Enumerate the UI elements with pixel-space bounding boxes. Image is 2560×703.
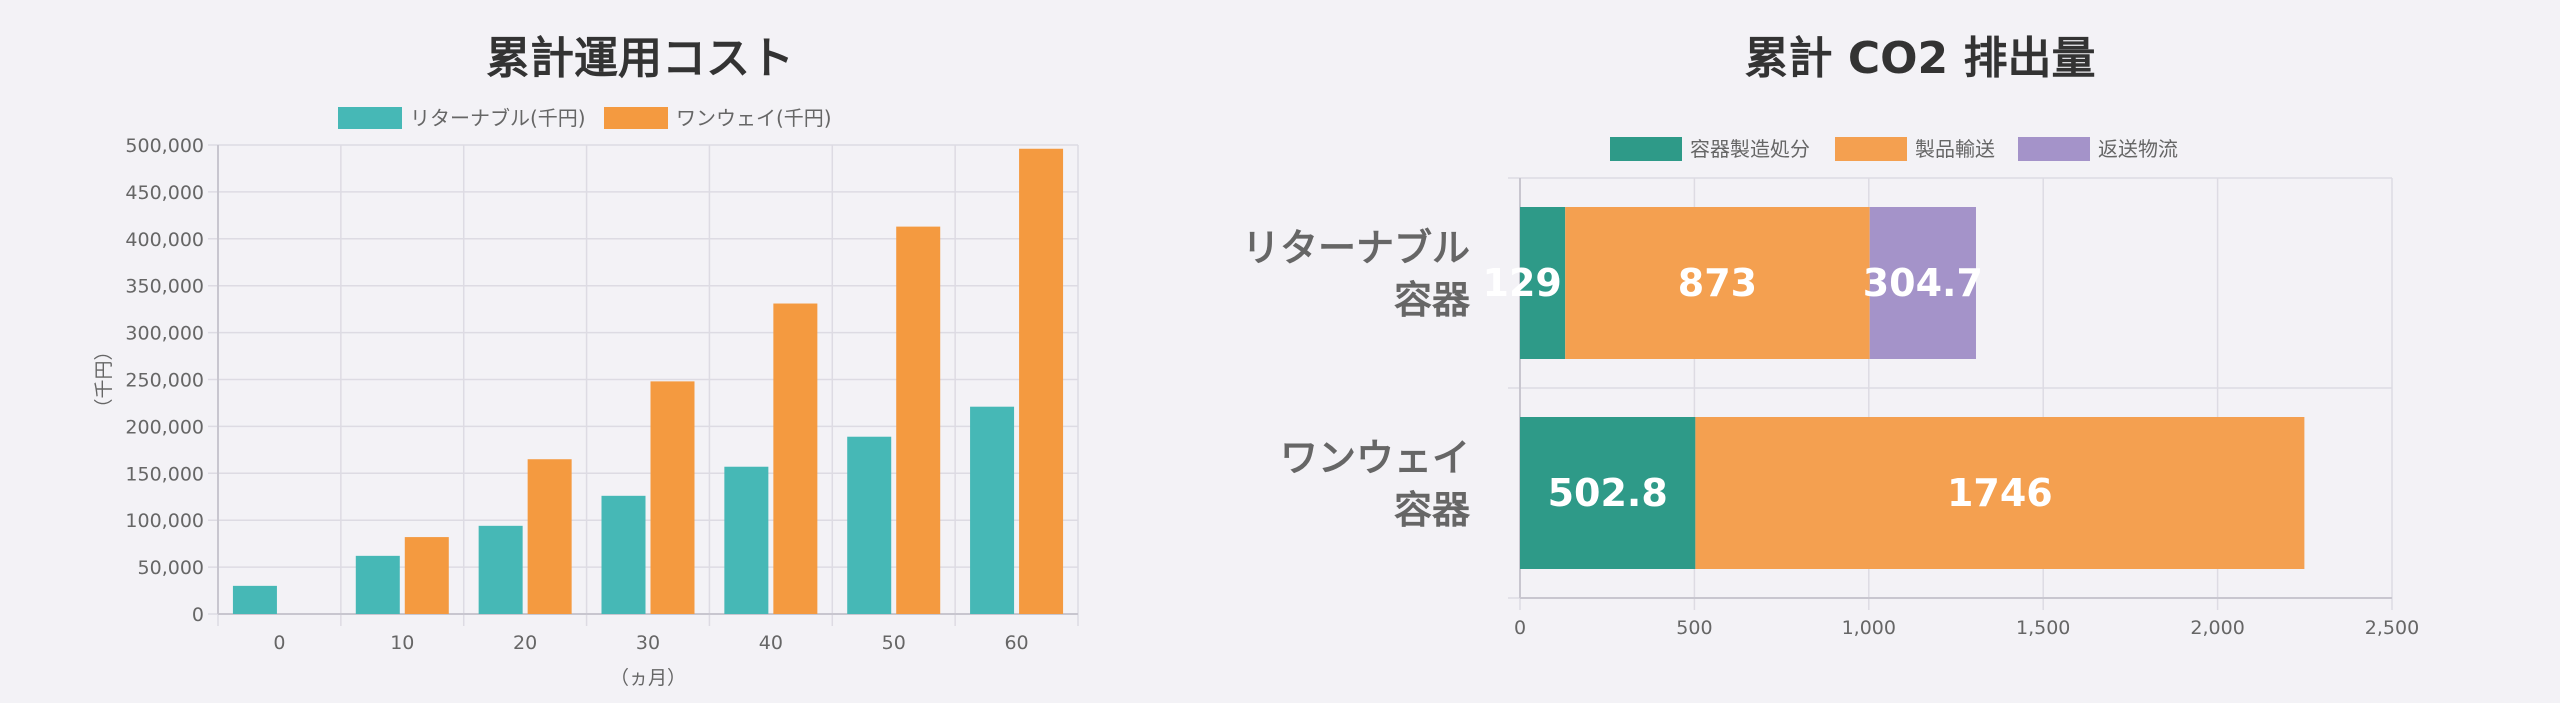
x-tick-label: 0 <box>1514 617 1526 639</box>
y-tick-label: 50,000 <box>138 557 204 579</box>
stacked-bar-segment <box>1565 207 1870 359</box>
bar-oneway <box>404 537 449 614</box>
bar-returnable <box>847 436 892 614</box>
category-label: 容器 <box>1394 488 1471 532</box>
category-label: ワンウェイ <box>1280 436 1470 480</box>
legend-label: リターナブル(千円) <box>410 106 586 130</box>
cost-chart: リターナブル(千円) ワンウェイ(千円) 0 50,000 100,000 150,000… <box>93 106 1079 689</box>
x-tick-label: 500 <box>1676 617 1712 639</box>
bar-returnable <box>478 525 523 614</box>
y-tick-label: 400,000 <box>125 229 204 251</box>
x-tick-label: 2,000 <box>2190 617 2244 639</box>
legend-swatch <box>2018 137 2090 161</box>
x-tick-label: 10 <box>390 632 414 654</box>
x-tick-label: 50 <box>882 632 906 654</box>
bar-returnable <box>724 466 769 614</box>
legend-swatch <box>338 107 402 129</box>
x-tick-label: 60 <box>1004 632 1028 654</box>
category-label: リターナブル <box>1242 226 1470 270</box>
bar-oneway <box>650 381 695 614</box>
cost-chart-title: 累計運用コスト <box>486 33 794 84</box>
x-tick-label: 1,500 <box>2016 617 2070 639</box>
bar-oneway <box>527 459 572 614</box>
x-tick-label: 40 <box>759 632 783 654</box>
data-label: 502.8 <box>1548 471 1668 515</box>
bar-returnable <box>232 585 277 614</box>
bar-oneway <box>896 226 941 614</box>
x-tick-label: 0 <box>273 632 285 654</box>
y-tick-label: 0 <box>192 604 204 626</box>
legend-label: 返送物流 <box>2098 137 2178 161</box>
y-tick-label: 200,000 <box>125 416 204 438</box>
y-tick-label: 250,000 <box>125 370 204 392</box>
bar-returnable <box>970 406 1015 614</box>
x-tick-label: 2,500 <box>2365 617 2419 639</box>
bar-returnable <box>355 555 400 614</box>
data-label: 304.7 <box>1863 261 1983 305</box>
stacked-bar-segment <box>1695 417 2305 569</box>
x-tick-label: 1,000 <box>1842 617 1896 639</box>
data-label: 1746 <box>1947 471 2053 515</box>
stacked-bar-segment <box>1869 207 1976 359</box>
legend-label: 容器製造処分 <box>1690 137 1810 161</box>
bar-returnable <box>601 495 646 614</box>
x-tick-label: 30 <box>636 632 660 654</box>
y-tick-label: 450,000 <box>125 182 204 204</box>
category-label: 容器 <box>1394 278 1471 322</box>
bar-oneway <box>773 303 818 614</box>
x-axis-title: （ヵ月） <box>610 667 686 689</box>
legend-label: 製品輸送 <box>1915 137 1995 161</box>
legend-swatch <box>1835 137 1907 161</box>
y-tick-label: 100,000 <box>125 510 204 532</box>
y-tick-label: 350,000 <box>125 276 204 298</box>
legend-swatch <box>1610 137 1682 161</box>
y-axis-title: （千円） <box>93 341 115 417</box>
bar-oneway <box>1019 148 1064 614</box>
co2-chart-title: 累計 CO2 排出量 <box>1744 33 2096 84</box>
stacked-bar-segment <box>1520 207 1566 359</box>
cost-chart-panel: 累計運用コスト リターナブル(千円) ワンウェイ(千円) 0 50,000 100,00… <box>93 33 1079 689</box>
x-tick-label: 20 <box>513 632 537 654</box>
legend-label: ワンウェイ(千円) <box>676 106 832 130</box>
stacked-bar-segment <box>1520 417 1696 569</box>
y-tick-label: 150,000 <box>125 463 204 485</box>
y-tick-label: 300,000 <box>125 323 204 345</box>
co2-chart-panel: 累計 CO2 排出量 容器製造処分 製品輸送 返送物流 0 500 1,000 1,500 2… <box>1242 0 2560 703</box>
data-label: 873 <box>1678 261 1757 305</box>
y-tick-label: 500,000 <box>125 135 204 157</box>
legend-swatch <box>604 107 668 129</box>
